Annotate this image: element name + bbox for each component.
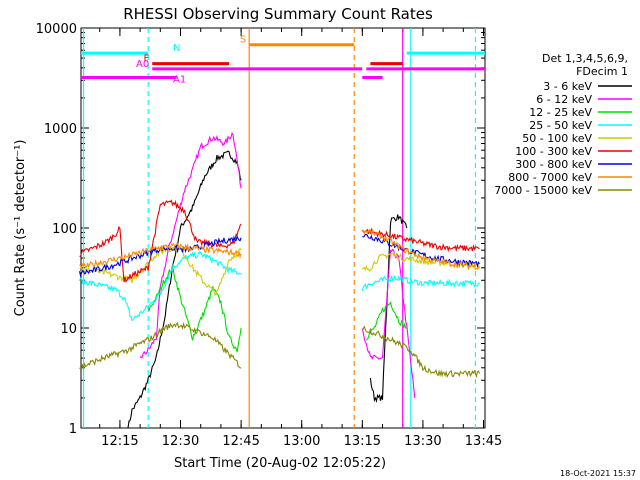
series-line (79, 321, 242, 370)
x-tick-label: 13:00 (283, 434, 320, 449)
series-line (369, 214, 408, 403)
legend-entry-label: 7000 - 15000 keV (494, 184, 592, 197)
flag-label: A1 (173, 74, 186, 85)
legend-title: FDecim 1 (576, 65, 628, 78)
legend-entry-label: 100 - 300 keV (515, 145, 592, 158)
legend-entry-label: 25 - 50 keV (529, 119, 592, 132)
flag-label: F (143, 54, 149, 65)
y-tick-label: 1 (69, 422, 77, 437)
series-line (78, 251, 242, 321)
x-tick-label: 13:45 (465, 434, 502, 449)
series-line (79, 245, 242, 297)
legend-entry-label: 6 - 12 keV (536, 93, 592, 106)
x-tick-label: 12:30 (162, 434, 199, 449)
legend-entry-label: 800 - 7000 keV (508, 171, 592, 184)
series-line (139, 132, 242, 359)
x-tick-label: 12:45 (222, 434, 259, 449)
y-axis-label: Count Rate (s⁻¹ detector⁻¹) (13, 140, 28, 317)
series-line (361, 274, 480, 292)
x-tick-label: 13:30 (404, 434, 441, 449)
flag-label: S (240, 35, 246, 46)
series-line (362, 325, 481, 379)
x-tick-label: 12:15 (101, 434, 138, 449)
legend-entry-label: 3 - 6 keV (543, 80, 592, 93)
x-axis-label: Start Time (20-Aug-02 12:05:22) (174, 456, 386, 471)
legend-entry-label: 50 - 100 keV (522, 132, 592, 145)
series-line (127, 150, 242, 429)
flag-label: N (173, 43, 180, 54)
series-line (362, 228, 480, 271)
flag-label: A0 (136, 59, 149, 70)
y-tick-label: 10000 (36, 22, 77, 37)
series-line (79, 242, 242, 270)
x-tick-label: 13:15 (344, 434, 381, 449)
timestamp: 18-Oct-2021 15:37 (560, 469, 636, 478)
series-line (147, 264, 242, 353)
series-line (365, 301, 407, 341)
legend-entry-label: 12 - 25 keV (529, 106, 592, 119)
chart-title: RHESSI Observing Summary Count Rates (123, 5, 433, 23)
y-tick-label: 100 (52, 222, 77, 237)
series-line (361, 248, 416, 398)
legend-title: Det 1,3,4,5,6,9, (542, 52, 628, 65)
series-line (361, 251, 480, 272)
y-tick-label: 1000 (44, 122, 77, 137)
series-line (361, 227, 480, 253)
y-tick-label: 10 (60, 322, 77, 337)
legend-entry-label: 300 - 800 keV (515, 158, 592, 171)
